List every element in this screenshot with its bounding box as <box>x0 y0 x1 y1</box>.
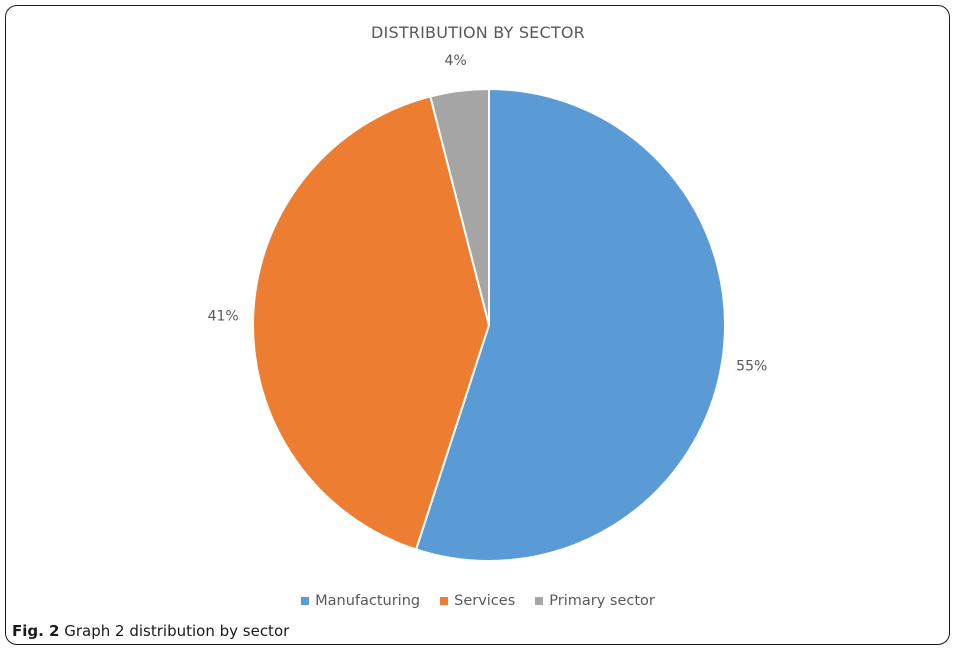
caption-label: Fig. 2 <box>12 622 60 640</box>
figure-caption: Fig. 2 Graph 2 distribution by sector <box>12 622 289 640</box>
pie-slice-services <box>252 95 491 551</box>
legend-swatch <box>535 597 544 605</box>
legend-label: Services <box>454 593 516 609</box>
legend-swatch <box>301 597 310 605</box>
chart-title: DISTRIBUTION BY SECTOR <box>371 23 585 42</box>
caption-text: Graph 2 distribution by sector <box>64 622 290 640</box>
legend-item-services: Services <box>440 593 515 609</box>
legend-label: Primary sector <box>549 593 655 609</box>
pie-slice-primary-sector <box>429 87 490 326</box>
data-label-manufacturing: 55% <box>736 359 767 375</box>
legend-item-manufacturing: Manufacturing <box>301 593 420 609</box>
data-label-primary-sector: 4% <box>445 53 467 69</box>
pie-slice-manufacturing <box>414 87 726 562</box>
legend-item-primary-sector: Primary sector <box>535 593 655 609</box>
data-label-services: 41% <box>208 309 239 325</box>
legend-swatch <box>440 597 449 605</box>
legend-label: Manufacturing <box>315 593 421 609</box>
chart-legend: Manufacturing Services Primary sector <box>0 593 956 609</box>
